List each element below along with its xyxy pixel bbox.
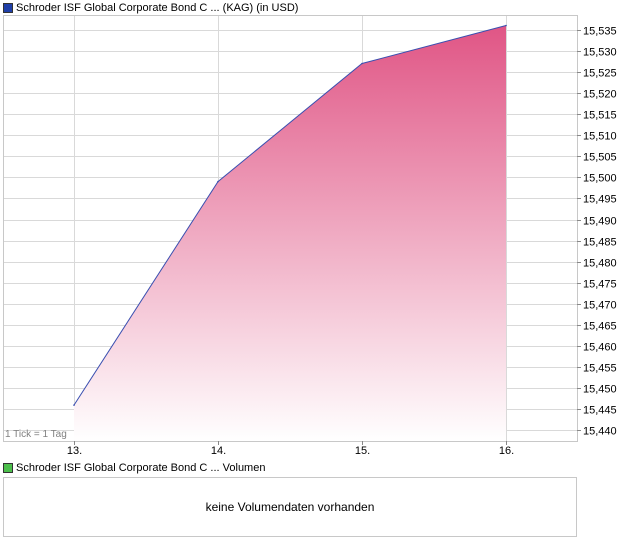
x-axis: 13. 14. 15. 16.: [67, 441, 514, 457]
y-tick-label: 15,520: [583, 89, 617, 101]
y-axis: 15,535 15,530 15,525 15,520 15,515 15,510 15,5…: [577, 26, 617, 438]
plot-frame: [3, 15, 578, 442]
y-tick-label: 15,495: [583, 194, 617, 206]
y-tick-label: 15,480: [583, 258, 617, 270]
area-fill: [74, 25, 506, 441]
y-tick-label: 15,455: [583, 363, 617, 375]
volume-legend: Schroder ISF Global Corporate Bond C ...…: [3, 461, 265, 475]
y-tick-label: 15,450: [583, 384, 617, 396]
data-point: [361, 62, 363, 65]
price-area: [74, 25, 506, 441]
y-tick-label: 15,500: [583, 173, 617, 185]
x-tick-label: 14.: [211, 445, 226, 457]
price-legend: Schroder ISF Global Corporate Bond C ...…: [3, 1, 298, 15]
volume-empty-message: keine Volumendaten vorhanden: [205, 500, 375, 514]
y-tick-label: 15,505: [583, 152, 617, 164]
y-tick-label: 15,445: [583, 405, 617, 417]
x-tick-label: 16.: [499, 445, 514, 457]
x-tick-label: 13.: [67, 445, 82, 457]
y-tick-label: 15,530: [583, 47, 617, 59]
data-point: [505, 24, 507, 27]
series-line: [73, 25, 507, 406]
y-tick-label: 15,470: [583, 300, 617, 312]
y-tick-label: 15,475: [583, 279, 617, 291]
y-tick-label: 15,525: [583, 68, 617, 80]
x-tick-label: 15.: [355, 445, 370, 457]
y-tick-label: 15,485: [583, 237, 617, 249]
data-point: [217, 180, 219, 183]
y-tick-label: 15,535: [583, 26, 617, 38]
y-tick-label: 15,510: [583, 131, 617, 143]
y-tick-label: 15,460: [583, 342, 617, 354]
volume-legend-label: Schroder ISF Global Corporate Bond C ...…: [16, 462, 266, 474]
y-tick-label: 15,440: [583, 426, 617, 438]
volume-legend-swatch: [3, 463, 13, 473]
volume-panel: keine Volumendaten vorhanden: [3, 477, 577, 537]
price-line: [73, 24, 507, 406]
y-tick-label: 15,490: [583, 216, 617, 228]
tick-note: 1 Tick = 1 Tag: [5, 429, 67, 440]
price-chart: 15,535 15,530 15,525 15,520 15,515 15,510 15,5…: [3, 15, 617, 457]
y-tick-label: 15,515: [583, 110, 617, 122]
y-tick-label: 15,465: [583, 321, 617, 333]
data-point: [73, 404, 75, 406]
price-legend-swatch: [3, 3, 13, 13]
price-legend-label: Schroder ISF Global Corporate Bond C ...…: [16, 2, 299, 14]
